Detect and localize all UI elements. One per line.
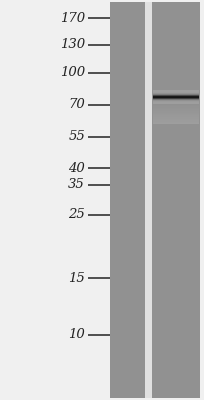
Bar: [153, 105, 199, 106]
Text: 100: 100: [60, 66, 85, 80]
Bar: [153, 117, 199, 118]
Bar: [153, 116, 199, 117]
Bar: [153, 109, 199, 110]
Bar: [153, 113, 199, 114]
Text: 130: 130: [60, 38, 85, 52]
Bar: [153, 112, 199, 113]
Bar: [153, 104, 199, 105]
Text: 55: 55: [68, 130, 85, 144]
Bar: [153, 119, 199, 120]
Bar: [153, 114, 199, 115]
Bar: [110, 2, 145, 398]
Bar: [153, 108, 199, 109]
Bar: [153, 111, 199, 112]
Text: 15: 15: [68, 272, 85, 284]
Text: 10: 10: [68, 328, 85, 342]
Bar: [152, 2, 200, 398]
Text: 170: 170: [60, 12, 85, 24]
Bar: [153, 106, 199, 107]
Bar: [153, 123, 199, 124]
Text: 35: 35: [68, 178, 85, 192]
Bar: [153, 121, 199, 122]
Bar: [153, 110, 199, 111]
Bar: [145, 2, 152, 398]
Bar: [153, 122, 199, 123]
Bar: [153, 120, 199, 121]
Text: 40: 40: [68, 162, 85, 174]
Text: 25: 25: [68, 208, 85, 222]
Bar: [153, 115, 199, 116]
Text: 70: 70: [68, 98, 85, 112]
Bar: [153, 118, 199, 119]
Bar: [153, 107, 199, 108]
